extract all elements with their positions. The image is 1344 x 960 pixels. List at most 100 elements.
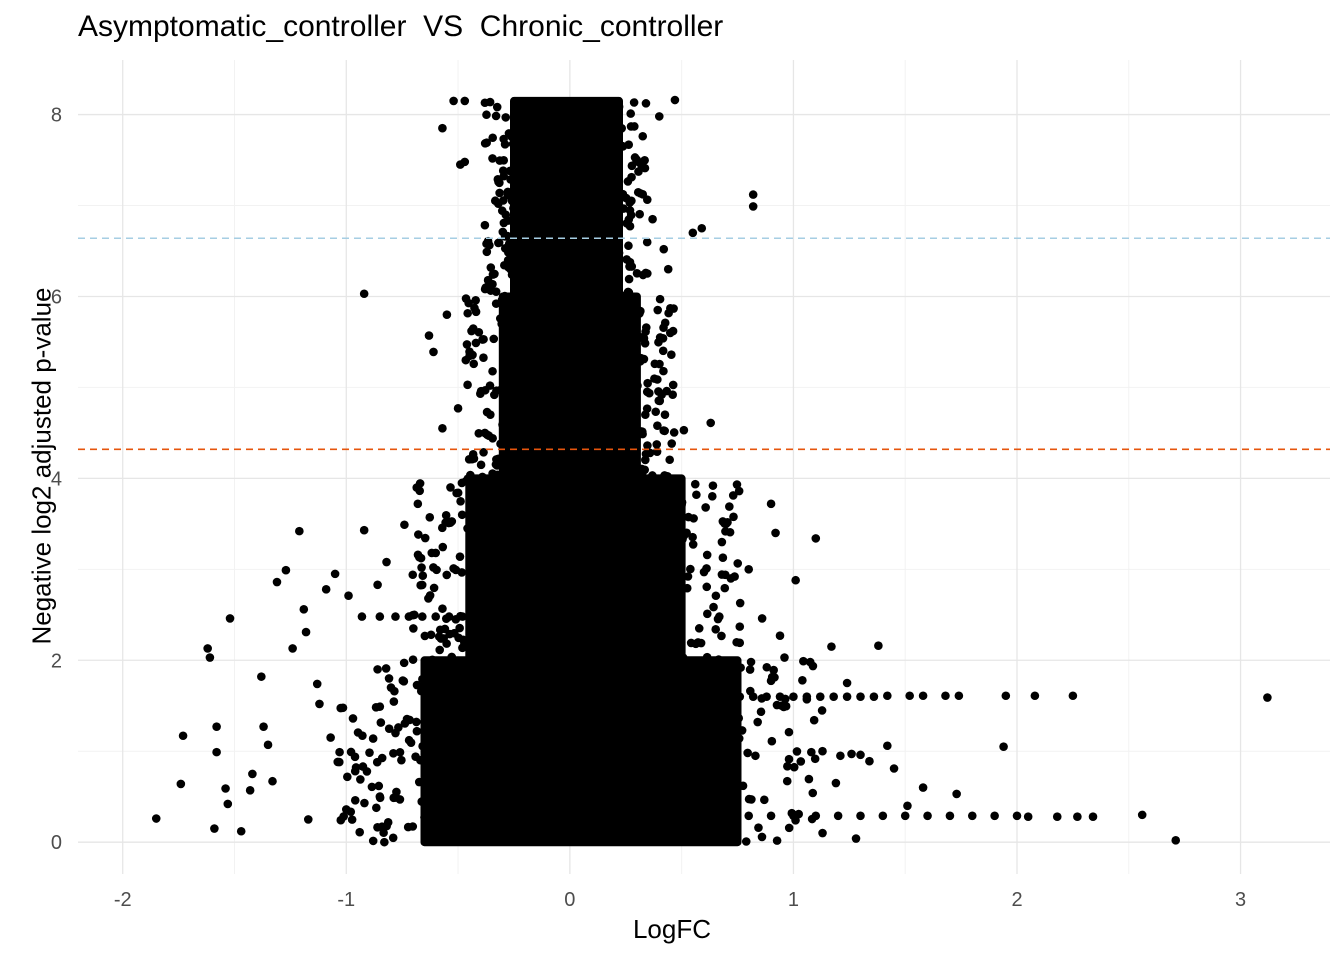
data-point (429, 347, 438, 357)
data-point (303, 815, 313, 824)
data-point (444, 612, 454, 621)
data-point (479, 447, 488, 457)
data-point (453, 488, 463, 498)
data-point (667, 350, 676, 360)
data-point (492, 386, 501, 395)
data-point (659, 366, 668, 376)
data-point (999, 742, 1008, 751)
dense-core (420, 96, 742, 847)
data-point (686, 638, 696, 648)
data-point (404, 612, 414, 621)
data-point (375, 702, 385, 711)
data-point (775, 631, 785, 641)
data-point (431, 548, 441, 558)
data-point (491, 460, 501, 469)
data-point (659, 426, 669, 435)
data-point (780, 653, 789, 662)
data-point (735, 622, 745, 631)
data-point (439, 634, 448, 643)
data-point (720, 583, 730, 593)
data-point (482, 407, 492, 417)
data-point (438, 424, 447, 433)
data-point (766, 811, 776, 821)
data-point (728, 491, 738, 500)
data-point (783, 761, 792, 771)
data-point (312, 679, 322, 689)
data-point (435, 645, 445, 655)
y-tick-label: 0 (51, 832, 62, 854)
data-point (474, 429, 484, 438)
data-point (836, 751, 845, 761)
data-point (376, 718, 386, 727)
data-point (503, 187, 513, 197)
data-point (386, 683, 396, 692)
data-point (508, 139, 518, 149)
data-point (734, 713, 744, 723)
data-point (941, 691, 950, 701)
data-point (625, 257, 635, 267)
data-point (743, 748, 752, 758)
data-point (754, 823, 763, 832)
data-point (732, 480, 742, 489)
data-point (467, 326, 476, 336)
data-point (900, 811, 910, 821)
data-point (738, 781, 748, 791)
data-point (1030, 691, 1040, 701)
data-point (415, 486, 425, 496)
data-point (299, 605, 309, 614)
data-point (818, 746, 827, 756)
data-point (811, 534, 821, 543)
data-point (624, 215, 634, 224)
data-point (654, 112, 664, 121)
data-point (636, 353, 646, 363)
data-point (642, 237, 652, 247)
data-point (500, 291, 510, 301)
data-point (635, 209, 644, 219)
data-point (733, 559, 743, 568)
data-point (471, 612, 481, 621)
data-point (488, 133, 498, 143)
data-point (375, 612, 385, 621)
data-point (498, 166, 508, 176)
data-point (625, 198, 635, 207)
data-point (772, 836, 782, 845)
data-point (642, 195, 652, 204)
x-tick-label: 2 (1011, 889, 1022, 911)
data-point (389, 697, 399, 706)
data-point (1052, 812, 1062, 822)
data-point (766, 499, 776, 509)
data-point (629, 122, 639, 131)
data-point (457, 568, 467, 577)
data-point (767, 736, 777, 746)
data-point (470, 303, 479, 313)
data-point (642, 404, 652, 413)
data-point (449, 96, 458, 106)
data-point (643, 378, 652, 388)
data-point (952, 789, 961, 799)
data-point (711, 591, 721, 601)
data-point (438, 123, 447, 133)
data-point (735, 692, 745, 701)
data-point (818, 828, 827, 838)
data-point (212, 722, 221, 731)
data-point (1001, 691, 1011, 701)
data-point (245, 786, 255, 795)
data-point (288, 644, 297, 653)
data-point (744, 794, 754, 804)
data-point (391, 612, 400, 621)
data-point (463, 380, 472, 390)
data-point (462, 340, 472, 349)
data-point (766, 676, 776, 686)
data-point (412, 726, 422, 736)
data-point (335, 747, 344, 757)
data-point (702, 582, 712, 592)
data-point (645, 388, 654, 398)
data-point (372, 803, 381, 813)
data-point (694, 624, 704, 633)
data-point (377, 753, 387, 763)
data-point (482, 247, 492, 257)
data-point (805, 657, 815, 667)
data-point (272, 577, 282, 587)
data-point (415, 552, 424, 562)
data-point (782, 776, 792, 786)
